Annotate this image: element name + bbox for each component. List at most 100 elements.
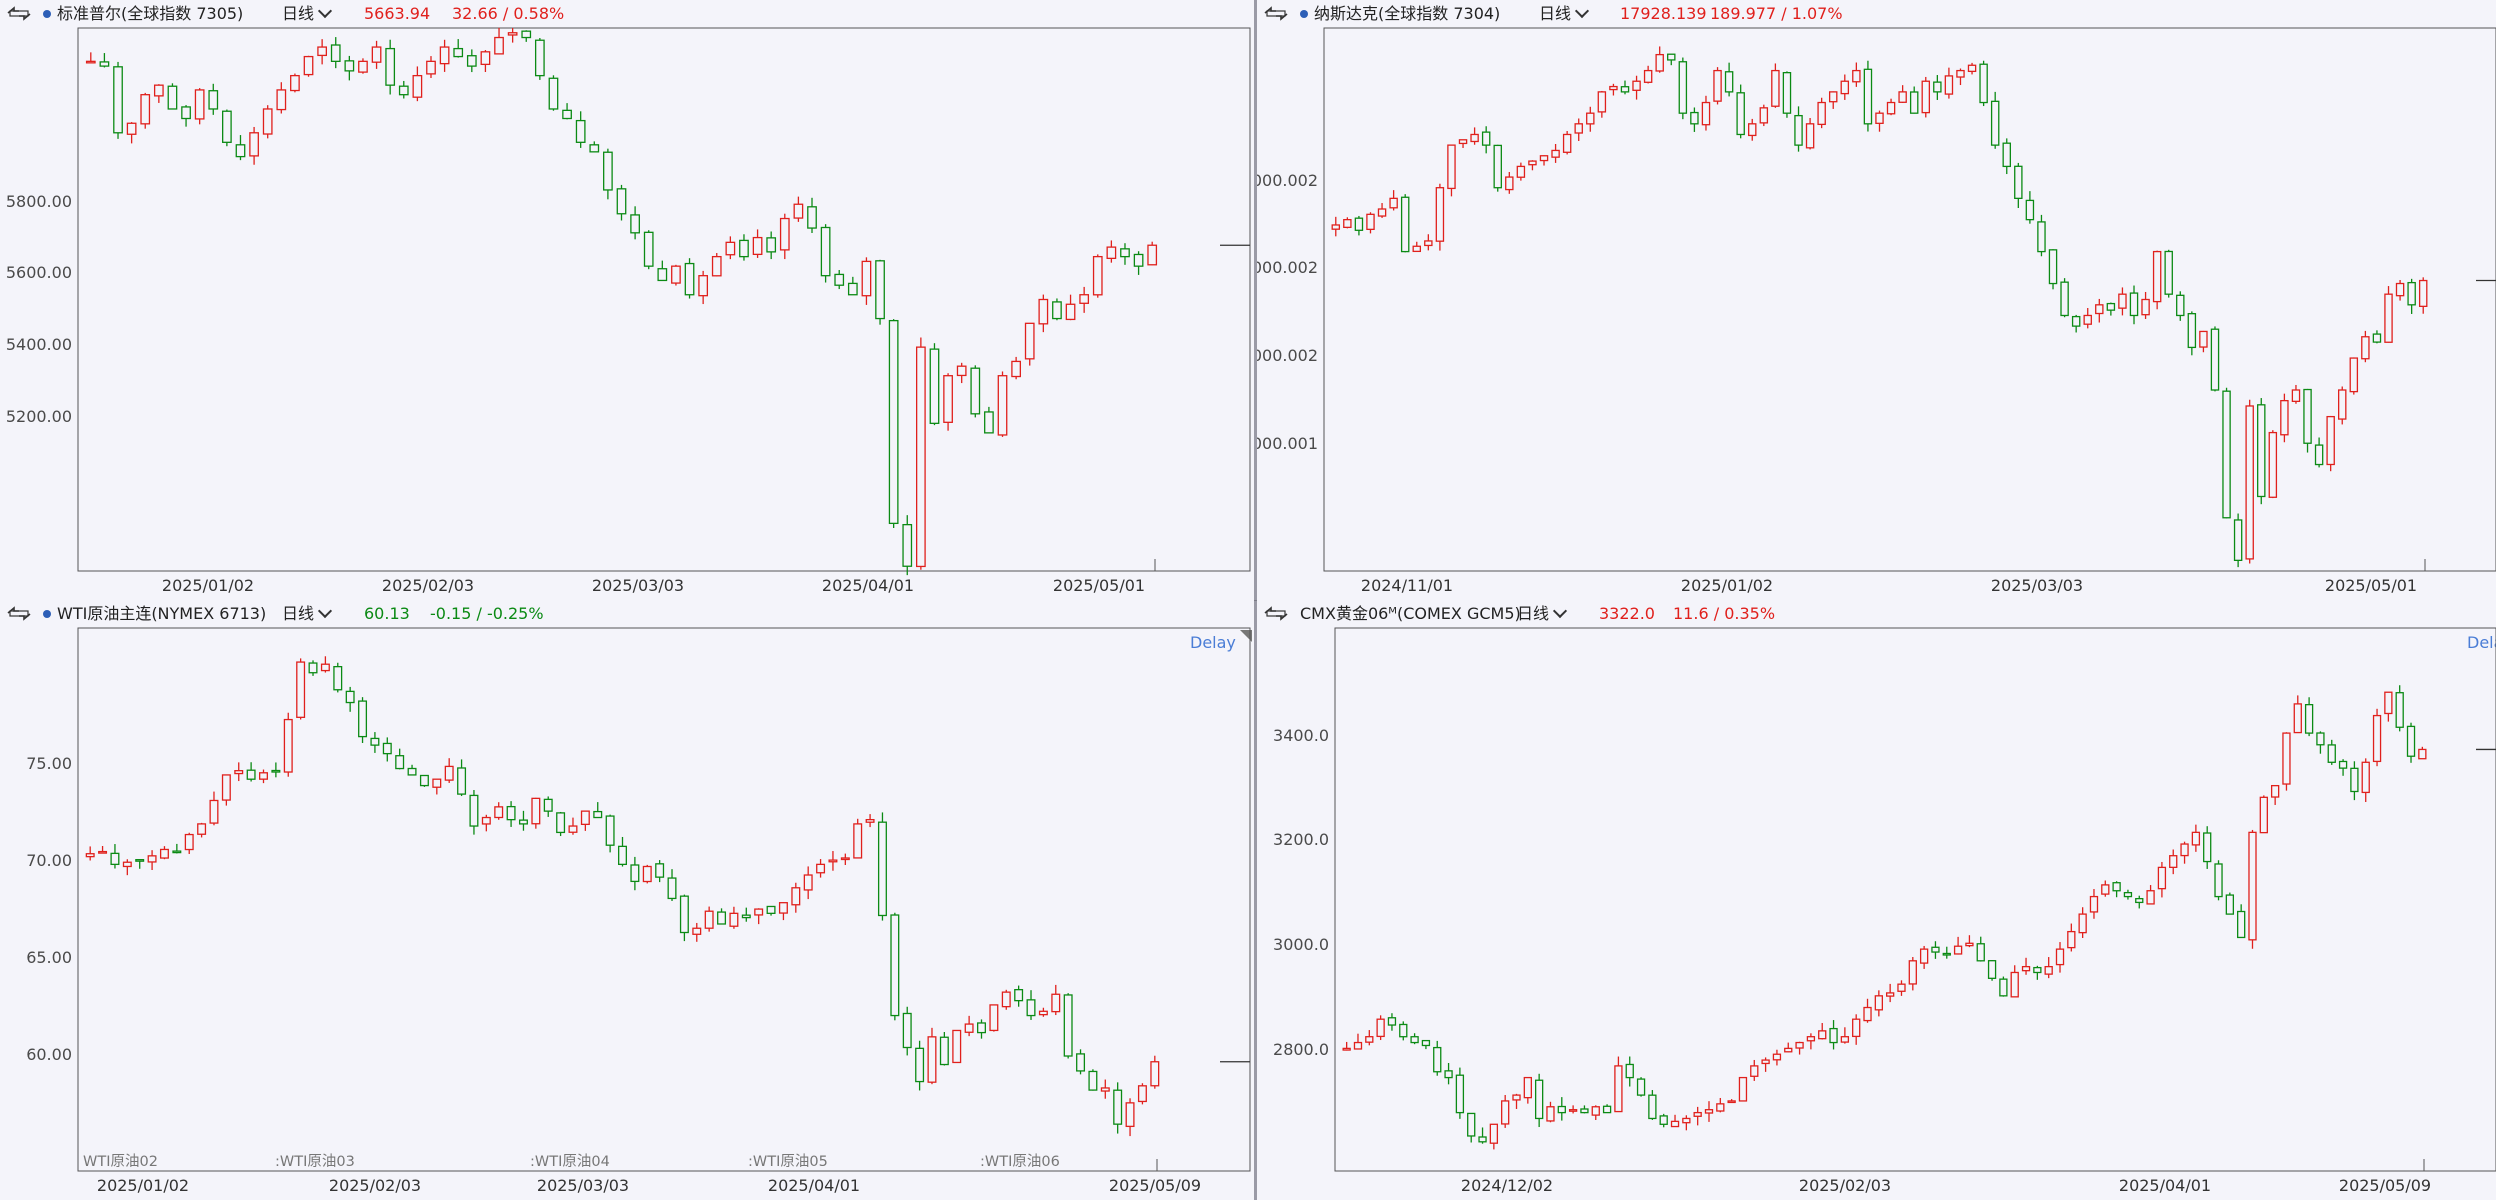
candle-body[interactable] [1818, 1030, 1827, 1040]
candle-body[interactable] [643, 231, 654, 267]
candle-body[interactable] [1024, 322, 1035, 360]
candle-body[interactable] [2293, 703, 2302, 734]
candle-body[interactable] [2021, 965, 2031, 972]
candle-body[interactable] [2245, 405, 2254, 560]
candle-body[interactable] [1704, 1109, 1714, 1114]
candle-body[interactable] [439, 46, 450, 65]
candle-body[interactable] [135, 859, 145, 862]
candle-body[interactable] [110, 852, 120, 866]
candle-body[interactable] [2118, 293, 2127, 309]
candle-body[interactable] [667, 877, 677, 900]
candle-body[interactable] [235, 144, 246, 158]
candle-body[interactable] [890, 914, 900, 1017]
candle-body[interactable] [1133, 253, 1144, 267]
candle-body[interactable] [1528, 160, 1537, 166]
candle-body[interactable] [1659, 1115, 1668, 1125]
candle-body[interactable] [865, 818, 875, 823]
candle-body[interactable] [1632, 80, 1641, 91]
candle-body[interactable] [2180, 843, 2189, 857]
candle-body[interactable] [2395, 282, 2405, 297]
candle-body[interactable] [1505, 176, 1514, 191]
candle-body[interactable] [1458, 139, 1468, 145]
candle-body[interactable] [2225, 894, 2235, 915]
candle-body[interactable] [1727, 1100, 1736, 1104]
candle-body[interactable] [875, 260, 885, 320]
candle-body[interactable] [1597, 91, 1607, 113]
candle-body[interactable] [1366, 213, 1375, 231]
candle-body[interactable] [1636, 1078, 1646, 1096]
candle-body[interactable] [1516, 165, 1526, 178]
candle-body[interactable] [99, 61, 110, 67]
candle-body[interactable] [194, 89, 205, 120]
candle-body[interactable] [828, 859, 838, 863]
candle-body[interactable] [1433, 1046, 1442, 1073]
candle-body[interactable] [419, 774, 429, 787]
candle-body[interactable] [1065, 303, 1076, 321]
candle-body[interactable] [1150, 1061, 1160, 1087]
candle-body[interactable] [698, 275, 709, 297]
candle-body[interactable] [1886, 101, 1896, 115]
candle-body[interactable] [2210, 328, 2220, 391]
candle-body[interactable] [1716, 1103, 1725, 1112]
candle-body[interactable] [1120, 248, 1130, 258]
candle-body[interactable] [580, 810, 590, 826]
candle-body[interactable] [126, 122, 137, 135]
candle-body[interactable] [221, 774, 231, 801]
candle-body[interactable] [754, 908, 764, 916]
candle-body[interactable] [371, 46, 382, 63]
candle-body[interactable] [997, 375, 1008, 436]
candle-body[interactable] [1331, 224, 1341, 230]
candle-body[interactable] [2406, 725, 2416, 757]
candle-body[interactable] [970, 367, 981, 415]
candle-body[interactable] [2169, 855, 2178, 868]
candle-body[interactable] [453, 47, 464, 58]
candle-body[interactable] [2157, 866, 2167, 890]
candle-body[interactable] [358, 700, 368, 738]
candle-body[interactable] [2361, 336, 2370, 360]
candle-body[interactable] [1343, 218, 1352, 229]
candle-body[interactable] [717, 911, 727, 925]
candle-body[interactable] [330, 44, 341, 62]
candle-body[interactable] [382, 742, 392, 755]
candle-body[interactable] [2303, 388, 2312, 444]
candle-body[interactable] [466, 55, 477, 67]
candle-body[interactable] [1534, 1079, 1544, 1120]
candle-body[interactable] [147, 855, 157, 863]
candle-body[interactable] [1956, 69, 1965, 78]
candle-body[interactable] [1354, 217, 1364, 231]
candle-body[interactable] [398, 85, 409, 96]
candle-body[interactable] [2176, 294, 2185, 317]
candle-body[interactable] [2237, 910, 2246, 939]
candle-body[interactable] [1794, 114, 1803, 146]
candle-body[interactable] [2407, 281, 2416, 306]
candle-body[interactable] [605, 815, 615, 846]
candle-body[interactable] [1999, 978, 2008, 997]
candle-body[interactable] [1750, 1065, 1759, 1077]
candle-body[interactable] [1376, 1018, 1385, 1038]
candle-body[interactable] [2304, 704, 2314, 734]
candle-body[interactable] [2055, 948, 2065, 966]
candle-body[interactable] [1353, 1041, 1363, 1050]
candle-body[interactable] [1840, 1036, 1850, 1043]
candle-body[interactable] [506, 805, 516, 821]
candle-body[interactable] [1092, 255, 1103, 296]
candle-body[interactable] [2101, 884, 2110, 895]
candle-body[interactable] [692, 927, 702, 935]
candle-body[interactable] [172, 850, 182, 854]
instrument-name[interactable]: 标准普尔(全球指数 7305) [57, 4, 244, 23]
candle-body[interactable] [562, 109, 572, 120]
candle-body[interactable] [2067, 930, 2076, 949]
candle-body[interactable] [320, 663, 330, 672]
candle-body[interactable] [444, 765, 454, 781]
candle-body[interactable] [167, 85, 178, 110]
candle-body[interactable] [181, 106, 191, 120]
candle-body[interactable] [2203, 832, 2212, 863]
candle-body[interactable] [618, 845, 627, 866]
candle-body[interactable] [939, 1036, 949, 1066]
candle-body[interactable] [2214, 863, 2223, 898]
candle-body[interactable] [1875, 112, 1884, 124]
candle-body[interactable] [1493, 144, 1502, 189]
candle-body[interactable] [1455, 1074, 1465, 1114]
candle-body[interactable] [915, 346, 926, 568]
candle-body[interactable] [395, 755, 405, 770]
